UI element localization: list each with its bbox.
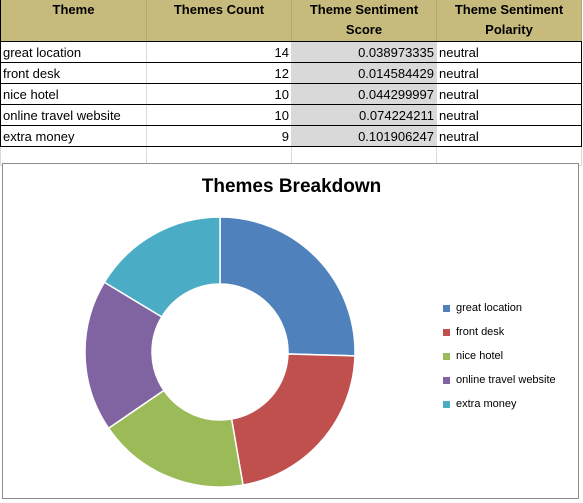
table-row: extra money 9 0.101906247 neutral xyxy=(0,125,582,147)
header-themes-count[interactable]: Themes Count xyxy=(146,0,292,42)
donut-slice-front-desk[interactable] xyxy=(230,353,356,486)
themes-breakdown-chart[interactable]: Themes Breakdown great location front des… xyxy=(2,163,579,499)
chart-title: Themes Breakdown xyxy=(201,176,382,197)
cell-score[interactable]: 0.038973335 xyxy=(291,41,437,63)
cell-polarity[interactable]: neutral xyxy=(436,83,582,105)
cell-score[interactable]: 0.074224211 xyxy=(291,104,437,126)
legend-item-extra-money[interactable]: extra money xyxy=(443,392,556,416)
legend-swatch xyxy=(443,400,450,408)
cell-count[interactable]: 12 xyxy=(146,62,292,84)
empty-row xyxy=(0,146,582,166)
header-sentiment-polarity[interactable]: Theme Sentiment Polarity xyxy=(436,0,582,42)
donut-chart xyxy=(84,216,356,488)
cell-theme[interactable]: nice hotel xyxy=(0,83,147,105)
legend-swatch xyxy=(443,376,450,384)
cell-count[interactable]: 9 xyxy=(146,125,292,147)
cell-count[interactable]: 10 xyxy=(146,104,292,126)
themes-table: Theme Themes Count Theme Sentiment Score… xyxy=(0,0,582,166)
table-row: great location 14 0.038973335 neutral xyxy=(0,41,582,63)
table-header-row: Theme Themes Count Theme Sentiment Score… xyxy=(0,0,582,42)
legend-label: front desk xyxy=(456,326,505,338)
legend-label: online travel website xyxy=(456,374,556,386)
legend-item-nice-hotel[interactable]: nice hotel xyxy=(443,344,556,368)
cell-polarity[interactable]: neutral xyxy=(436,62,582,84)
donut-slice-great-location[interactable] xyxy=(219,216,356,357)
header-sentiment-score[interactable]: Theme Sentiment Score xyxy=(291,0,437,42)
cell-theme[interactable]: front desk xyxy=(0,62,147,84)
cell-score[interactable]: 0.101906247 xyxy=(291,125,437,147)
legend-label: great location xyxy=(456,302,523,314)
cell-polarity[interactable]: neutral xyxy=(436,125,582,147)
cell-theme[interactable]: extra money xyxy=(0,125,147,147)
table-row: front desk 12 0.014584429 neutral xyxy=(0,62,582,84)
donut-slice-extra-money[interactable] xyxy=(103,216,221,318)
legend-item-online-travel-website[interactable]: online travel website xyxy=(443,368,556,392)
cell-count[interactable]: 14 xyxy=(146,41,292,63)
legend-swatch xyxy=(443,352,450,360)
cell-theme[interactable]: great location xyxy=(0,41,147,63)
legend-label: extra money xyxy=(456,398,517,410)
cell-count[interactable]: 10 xyxy=(146,83,292,105)
cell-polarity[interactable]: neutral xyxy=(436,104,582,126)
legend-swatch xyxy=(443,304,450,312)
cell-polarity[interactable]: neutral xyxy=(436,41,582,63)
chart-legend[interactable]: great location front desk nice hotel online… xyxy=(443,296,556,416)
cell-score[interactable]: 0.014584429 xyxy=(291,62,437,84)
legend-item-front-desk[interactable]: front desk xyxy=(443,320,556,344)
table-row: online travel website 10 0.074224211 neu… xyxy=(0,104,582,126)
cell-theme[interactable]: online travel website xyxy=(0,104,147,126)
table-row: nice hotel 10 0.044299997 neutral xyxy=(0,83,582,105)
header-theme[interactable]: Theme xyxy=(0,0,147,42)
legend-swatch xyxy=(443,328,450,336)
cell-score[interactable]: 0.044299997 xyxy=(291,83,437,105)
legend-item-great-location[interactable]: great location xyxy=(443,296,556,320)
legend-label: nice hotel xyxy=(456,350,504,362)
